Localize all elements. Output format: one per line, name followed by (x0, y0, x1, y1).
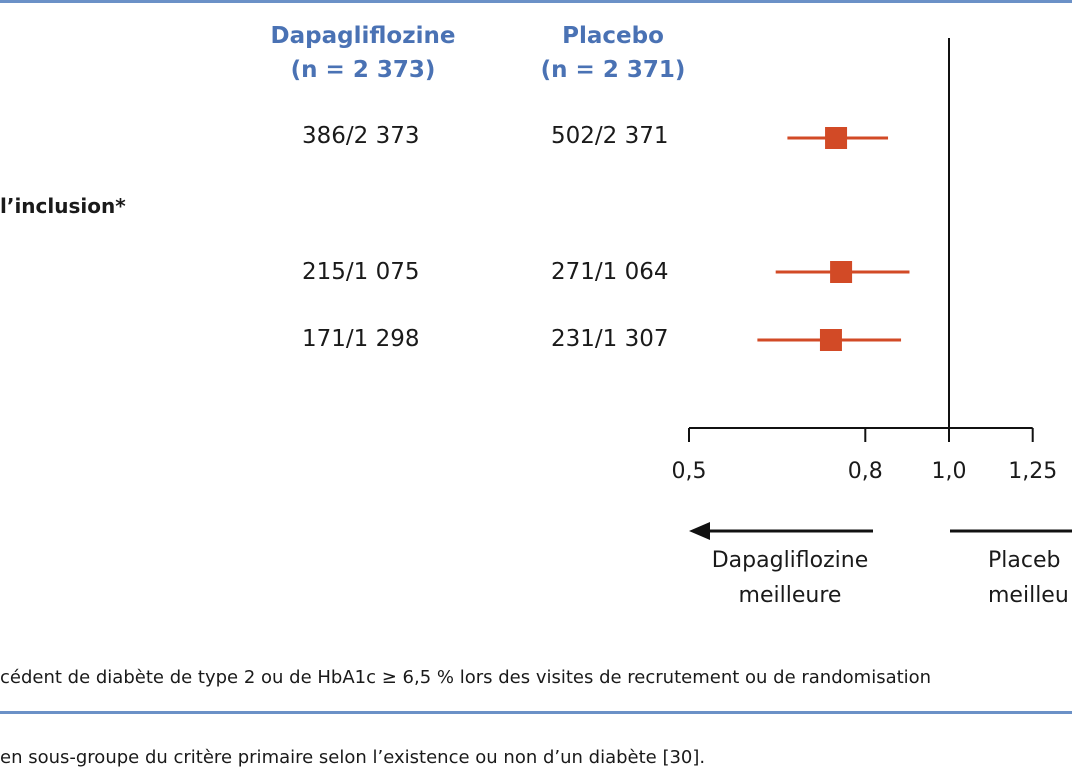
dapa-header-name: Dapagliflozine (270, 23, 456, 49)
forest-plot: 0,5 0,8 1,0 1,25 (672, 38, 1072, 540)
top-rule (0, 0, 1072, 3)
bottom-rule (0, 711, 1072, 714)
footnote: cédent de diabète de type 2 ou de HbA1c … (0, 667, 932, 688)
arrow-left-head (689, 522, 710, 540)
direction-left-line1: Dapagliflozine (711, 548, 869, 573)
placebo-header-name: Placebo (562, 23, 664, 49)
section-label: l’inclusion* (0, 194, 126, 218)
x-tick-label-2: 0,8 (848, 459, 883, 484)
dapa-column-header: Dapagliflozine (n = 2 373) (253, 19, 473, 87)
x-tick-label-4: 1,25 (1008, 459, 1057, 484)
dapa-header-n: (n = 2 373) (290, 57, 436, 83)
row-2-dapa: 215/1 075 (302, 259, 420, 285)
estimate-marker-2 (830, 261, 853, 283)
row-3-dapa: 171/1 298 (302, 326, 420, 352)
row-1-dapa: 386/2 373 (302, 123, 420, 149)
direction-right-line2: meilleu (988, 583, 1069, 608)
direction-left-line2: meilleure (738, 583, 842, 608)
row-3-placebo: 231/1 307 (551, 326, 669, 352)
placebo-header-n: (n = 2 371) (540, 57, 686, 83)
row-1-placebo: 502/2 371 (551, 123, 669, 149)
estimate-marker-1 (825, 127, 848, 149)
direction-left-label: Dapagliflozine meilleure (690, 543, 890, 613)
estimate-marker-3 (819, 329, 842, 351)
placebo-column-header: Placebo (n = 2 371) (503, 19, 723, 87)
direction-right-line1: Placeb (988, 548, 1061, 573)
x-tick-label-1: 0,5 (672, 459, 707, 484)
direction-right-label: Placeb meilleu (988, 543, 1072, 613)
figure-caption: en sous-groupe du critère primaire selon… (0, 747, 706, 768)
x-tick-label-3: 1,0 (932, 459, 967, 484)
row-2-placebo: 271/1 064 (551, 259, 669, 285)
